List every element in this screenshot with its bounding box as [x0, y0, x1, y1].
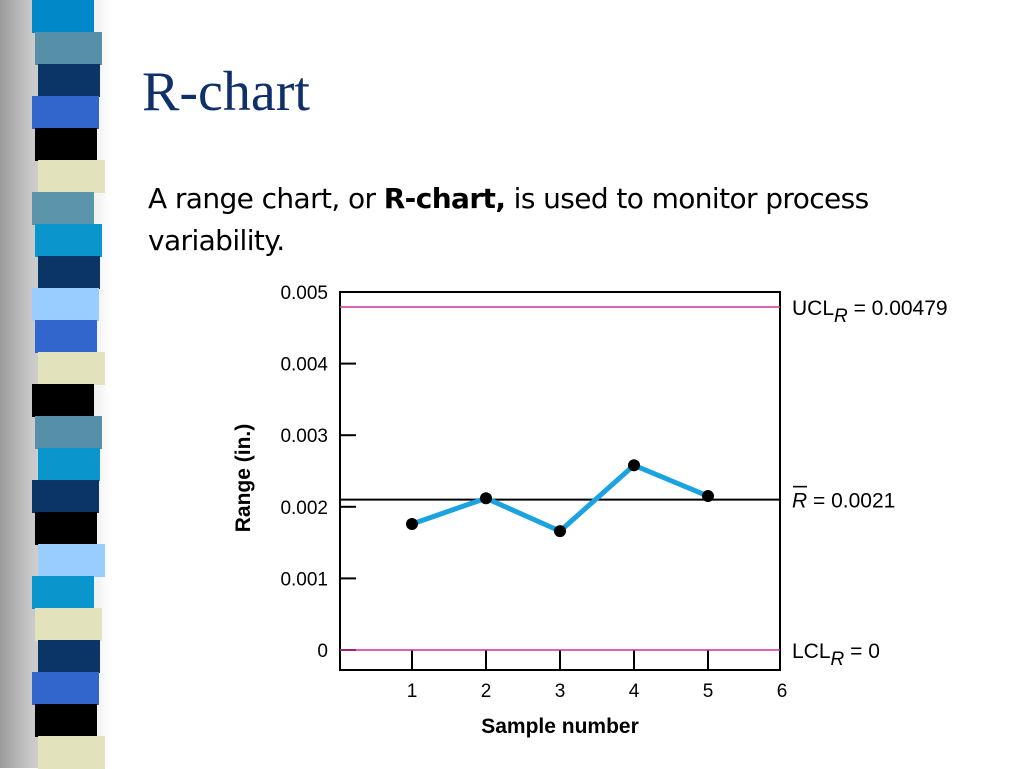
- y-tick-label: 0.002: [280, 498, 328, 519]
- decorative-band: [32, 288, 99, 321]
- data-point: [554, 525, 566, 538]
- x-tick-label: 2: [481, 681, 492, 702]
- x-axis-label: Sample number: [481, 715, 639, 738]
- slide-body-text: A range chart, or R-chart, is used to mo…: [148, 178, 888, 262]
- decorative-band: [38, 352, 105, 385]
- x-tick-label: 4: [629, 681, 640, 702]
- body-text-part-1: A range chart, or: [148, 182, 384, 215]
- decorative-band: [38, 160, 105, 193]
- data-point: [406, 517, 418, 530]
- decorative-side-strip: [0, 0, 110, 769]
- reference-line-label: LCLR = 0: [792, 640, 880, 670]
- decorative-band: [38, 64, 100, 97]
- decorative-band: [35, 416, 102, 449]
- decorative-band: [32, 672, 99, 705]
- y-tick-label: 0.003: [280, 426, 328, 447]
- x-tick-label: 5: [703, 681, 714, 702]
- decorative-band: [38, 736, 105, 769]
- decorative-band: [38, 640, 100, 673]
- data-point: [702, 490, 714, 503]
- data-point: [628, 459, 640, 472]
- decorative-band: [32, 0, 94, 33]
- decorative-band: [38, 448, 100, 481]
- decorative-band: [35, 128, 97, 161]
- decorative-band: [38, 544, 105, 577]
- decorative-band: [35, 224, 102, 257]
- decorative-band: [38, 256, 100, 289]
- decorative-band: [32, 576, 94, 609]
- y-tick-label: 0.001: [280, 569, 328, 590]
- slide-title: R-chart: [142, 61, 310, 123]
- decorative-band: [32, 96, 99, 129]
- decorative-band: [35, 320, 97, 353]
- reference-line-label: R = 0.0021: [792, 490, 895, 513]
- decorative-band: [35, 704, 97, 737]
- x-tick-label: 3: [555, 681, 566, 702]
- y-tick-label: 0.004: [280, 355, 328, 376]
- decorative-band: [35, 608, 102, 641]
- y-tick-label: 0: [317, 641, 328, 662]
- reference-line-label: UCLR = 0.00479: [792, 297, 948, 327]
- decorative-band: [32, 192, 94, 225]
- decorative-band: [32, 480, 99, 513]
- decorative-band: [35, 512, 97, 545]
- x-tick-label: 1: [407, 681, 418, 702]
- y-tick-label: 0.005: [280, 283, 328, 304]
- plot-frame: [339, 291, 781, 671]
- decorative-band: [32, 384, 94, 417]
- decorative-band: [35, 32, 102, 65]
- body-text-bold-term: R-chart,: [383, 182, 506, 215]
- data-point: [480, 492, 492, 505]
- x-tick-label: 6: [777, 681, 788, 702]
- body-text-part-2: is used to monitor process variability.: [148, 182, 869, 257]
- y-axis-label: Range (in.): [232, 424, 255, 533]
